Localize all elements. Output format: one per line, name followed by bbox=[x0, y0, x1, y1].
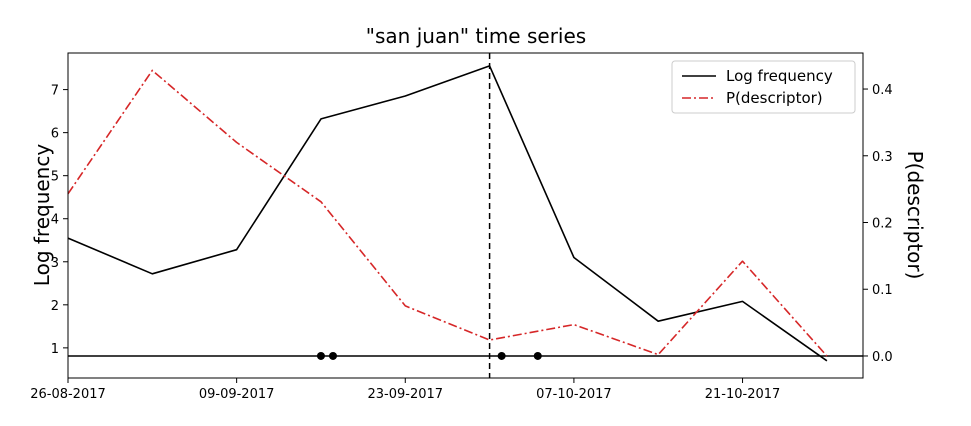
y-tick-label-6: 7 bbox=[51, 84, 59, 99]
series-line-0 bbox=[67, 65, 828, 362]
x-tick-label-1: 09-09-2017 bbox=[199, 387, 275, 402]
legend-label-1: P(descriptor) bbox=[726, 89, 823, 107]
y2-tick-label-4: 0.4 bbox=[872, 83, 893, 98]
event-marker-0 bbox=[316, 351, 325, 360]
y-axis-right: 0.0 0.1 0.2 0.3 0.4 bbox=[863, 83, 893, 365]
y2-tick-label-1: 0.1 bbox=[872, 283, 893, 298]
x-axis: 26-08-2017 09-09-2017 23-09-2017 07-10-2017… bbox=[30, 378, 780, 402]
y-tick-label-0: 1 bbox=[51, 342, 59, 357]
plot-area bbox=[67, 53, 863, 378]
event-marker-1 bbox=[329, 351, 337, 360]
y2-axis-label: P(descriptor) bbox=[903, 151, 927, 280]
y-tick-label-4: 5 bbox=[51, 170, 59, 185]
event-marker-2 bbox=[497, 351, 506, 360]
y2-tick-label-3: 0.3 bbox=[872, 150, 893, 165]
plot-frame bbox=[67, 52, 864, 379]
event-marker-3 bbox=[533, 351, 542, 360]
x-tick-label-0: 26-08-2017 bbox=[30, 387, 106, 402]
legend-label-0: Log frequency bbox=[726, 67, 833, 85]
y-tick-label-5: 6 bbox=[51, 127, 59, 142]
y2-tick-label-0: 0.0 bbox=[872, 350, 893, 365]
y-tick-label-1: 2 bbox=[51, 299, 59, 314]
y-axis-label: Log frequency bbox=[30, 144, 54, 287]
x-tick-label-3: 07-10-2017 bbox=[536, 387, 612, 402]
y-tick-label-3: 4 bbox=[51, 213, 59, 228]
chart-title: "san juan" time series bbox=[366, 24, 586, 48]
x-tick-label-4: 21-10-2017 bbox=[705, 387, 781, 402]
y2-tick-label-2: 0.2 bbox=[872, 217, 893, 232]
x-tick-label-2: 23-09-2017 bbox=[367, 387, 443, 402]
y-tick-label-2: 3 bbox=[51, 256, 59, 271]
legend: Log frequency P(descriptor) bbox=[671, 60, 856, 114]
legend-box bbox=[671, 60, 856, 114]
series-line-1 bbox=[67, 69, 828, 357]
y-axis-left: 1 2 3 4 5 6 7 bbox=[51, 84, 68, 357]
